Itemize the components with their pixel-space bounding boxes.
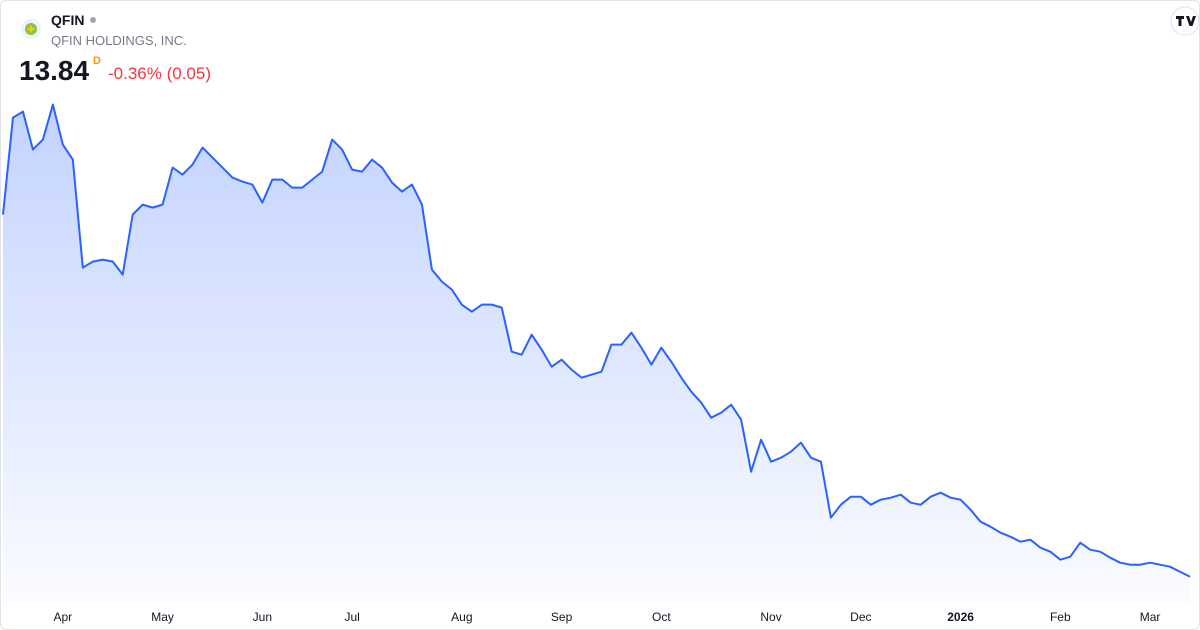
area-fill [3, 104, 1190, 604]
price-change: -0.36% (0.05) [108, 64, 211, 83]
symbol-logo [21, 19, 41, 39]
tradingview-logo [1170, 6, 1200, 36]
status-dot [90, 17, 96, 23]
company-name: QFIN HOLDINGS, INC. [51, 33, 187, 48]
x-tick-label: Dec [850, 610, 871, 624]
symbol: QFIN [51, 12, 85, 28]
x-tick-label: Oct [652, 610, 671, 624]
x-tick-label: Apr [54, 610, 73, 624]
x-tick-label: Jun [253, 610, 272, 624]
last-price: 13.84 [19, 55, 90, 86]
interval: D [93, 55, 101, 67]
x-tick-label: 2026 [947, 610, 974, 624]
x-tick-label: Mar [1140, 610, 1161, 624]
x-tick-label: Jul [344, 610, 359, 624]
x-tick-label: Sep [551, 610, 573, 624]
x-tick-label: Nov [760, 610, 781, 624]
price-line [2, 103, 1191, 578]
x-tick-label: May [151, 610, 174, 624]
x-tick-label: Feb [1050, 610, 1071, 624]
x-tick-label: Aug [451, 610, 472, 624]
